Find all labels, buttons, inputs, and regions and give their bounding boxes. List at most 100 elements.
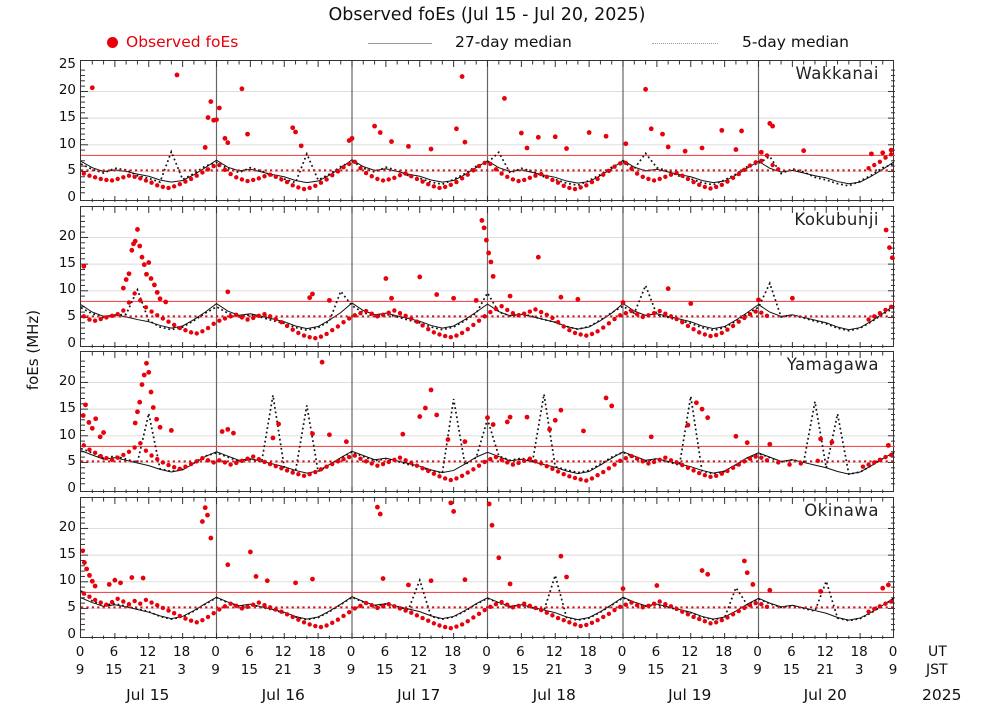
x-tick-jst: 9 <box>482 662 491 678</box>
y-tick-label: 10 <box>58 135 76 152</box>
chart-area-wakkanai <box>81 61 895 202</box>
y-tick-label: 5 <box>67 162 76 179</box>
x-tick-jst: 9 <box>617 662 627 678</box>
x-tick-jst: 15 <box>647 662 665 678</box>
x-tick-ut: 0 <box>346 644 356 660</box>
x-tick-ut: 6 <box>380 644 390 660</box>
x-tick-ut: 12 <box>816 644 834 660</box>
station-label-wakkanai: Wakkanai <box>795 64 879 83</box>
x-tick-ut: 6 <box>787 644 796 660</box>
panel-kokubunji: Kokubunji <box>80 205 895 348</box>
x-tick-jst: 3 <box>854 662 864 678</box>
x-tick-jst: 3 <box>719 662 728 678</box>
x-tick-ut: 0 <box>753 644 762 660</box>
x-tick-ut: 0 <box>888 644 898 660</box>
station-label-okinawa: Okinawa <box>804 500 879 520</box>
x-tick-jst: 15 <box>376 662 394 678</box>
x-tick-jst: 9 <box>211 662 220 678</box>
x-tick-jst: 3 <box>177 662 186 678</box>
x-tick-jst: 9 <box>75 662 85 678</box>
station-label-kokubunji: Kokubunji <box>794 209 879 229</box>
day-label: Jul 16 <box>261 686 305 704</box>
legend-27day-label: 27-day median <box>455 33 572 51</box>
x-tick-ut: 0 <box>482 644 491 660</box>
y-tick-label: 0 <box>67 334 76 351</box>
x-tick-ut: 0 <box>75 644 85 660</box>
y-tick-label: 25 <box>58 55 76 72</box>
panel-yamagawa: Yamagawa <box>80 351 895 493</box>
x-tick-jst: 3 <box>583 662 593 678</box>
jst-caption: JST <box>926 662 948 678</box>
x-tick-ut: 6 <box>651 644 661 660</box>
x-tick-jst: 9 <box>346 662 356 678</box>
y-tick-label: 20 <box>58 518 76 535</box>
x-tick-ut: 6 <box>109 644 119 660</box>
x-tick-jst: 21 <box>681 662 699 678</box>
y-tick-label: 0 <box>67 189 76 206</box>
x-tick-ut: 18 <box>715 644 733 660</box>
panel-okinawa: Okinawa <box>80 496 895 639</box>
x-tick-ut: 0 <box>617 644 627 660</box>
solid-line-icon <box>368 43 432 44</box>
y-tick-label: 5 <box>67 598 76 615</box>
x-tick-ut: 18 <box>444 644 462 660</box>
y-tick-label: 20 <box>58 227 76 244</box>
x-tick-jst: 21 <box>816 662 834 678</box>
y-tick-label: 0 <box>67 480 76 497</box>
day-label: Jul 17 <box>397 686 441 704</box>
y-tick-label: 0 <box>67 625 76 642</box>
chart-area-okinawa <box>81 497 895 639</box>
panel-wakkanai: Wakkanai <box>80 60 895 202</box>
y-tick-label: 10 <box>58 426 76 443</box>
station-label-yamagawa: Yamagawa <box>786 355 879 374</box>
x-tick-ut: 12 <box>139 644 157 660</box>
legend-observed-label: Observed foEs <box>126 33 239 51</box>
y-tick-label: 10 <box>58 281 76 298</box>
year-label: 2025 <box>922 686 962 704</box>
x-tick-ut: 12 <box>545 644 563 660</box>
y-tick-label: 20 <box>58 373 76 390</box>
dotted-line-icon <box>652 43 718 44</box>
x-tick-ut: 18 <box>850 644 868 660</box>
legend-5day-label: 5-day median <box>742 33 849 51</box>
ut-caption: UT <box>928 644 947 660</box>
chart-area-kokubunji <box>81 206 895 348</box>
y-tick-label: 15 <box>58 109 76 126</box>
x-tick-jst: 15 <box>782 662 800 678</box>
x-tick-ut: 12 <box>274 644 292 660</box>
x-tick-ut: 18 <box>579 644 597 660</box>
x-tick-jst: 3 <box>448 662 457 678</box>
x-tick-ut: 12 <box>410 644 428 660</box>
y-tick-label: 15 <box>58 545 76 562</box>
observed-dot-icon <box>107 37 118 48</box>
day-label: Jul 20 <box>803 686 847 704</box>
x-tick-jst: 9 <box>753 662 762 678</box>
x-tick-jst: 21 <box>410 662 428 678</box>
day-label: Jul 19 <box>668 686 712 704</box>
chart-title: Observed foEs (Jul 15 - Jul 20, 2025) <box>328 5 646 25</box>
x-tick-jst: 21 <box>545 662 563 678</box>
chart-area-yamagawa <box>81 352 895 493</box>
x-tick-jst: 3 <box>312 662 322 678</box>
y-tick-label: 5 <box>67 453 76 470</box>
x-tick-ut: 0 <box>211 644 220 660</box>
x-tick-jst: 9 <box>888 662 898 678</box>
y-tick-label: 15 <box>58 400 76 417</box>
x-tick-ut: 12 <box>681 644 699 660</box>
x-tick-jst: 15 <box>240 662 258 678</box>
y-tick-label: 10 <box>58 572 76 589</box>
y-tick-label: 20 <box>58 82 76 99</box>
x-tick-jst: 15 <box>511 662 529 678</box>
x-tick-ut: 18 <box>173 644 191 660</box>
x-tick-jst: 21 <box>274 662 292 678</box>
y-tick-label: 15 <box>58 254 76 271</box>
x-tick-jst: 15 <box>105 662 123 678</box>
x-tick-ut: 6 <box>245 644 254 660</box>
day-label: Jul 15 <box>126 686 170 704</box>
day-label: Jul 18 <box>532 686 576 704</box>
x-tick-ut: 6 <box>516 644 525 660</box>
x-tick-ut: 18 <box>308 644 326 660</box>
x-tick-jst: 21 <box>139 662 157 678</box>
y-tick-label: 5 <box>67 307 76 324</box>
